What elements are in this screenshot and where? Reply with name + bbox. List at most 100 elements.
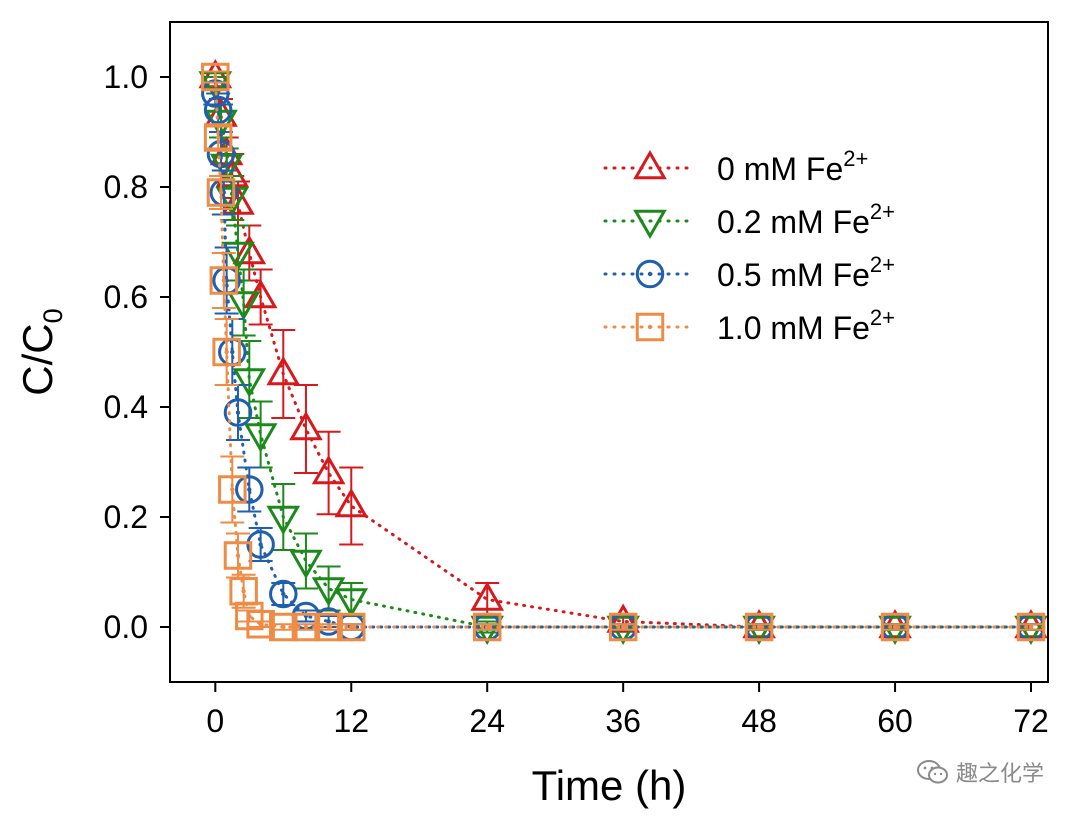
data-point (235, 475, 264, 504)
y-tick-label: 0.2 (104, 499, 148, 535)
legend-label-superscript: 2+ (870, 252, 895, 277)
data-point (291, 612, 321, 642)
data-point-marker (266, 355, 301, 386)
data-point-marker (235, 475, 264, 504)
data-point-marker (201, 62, 230, 92)
data-point (232, 368, 267, 398)
data-point-marker (289, 410, 323, 441)
data-point-center (258, 542, 263, 547)
data-point (334, 588, 369, 618)
data-point-center (218, 151, 224, 157)
legend-item: 0.5 mM Fe2+ (603, 252, 895, 293)
data-point (472, 612, 502, 642)
data-point-marker (206, 178, 236, 207)
data-point-center (281, 624, 286, 630)
x-axis: 0 12 24 36 48 60 72 (206, 682, 1049, 739)
legend-label-text: 0.2 mM Fe (717, 204, 870, 240)
legend-label: 0.2 mM Fe2+ (717, 199, 895, 240)
watermark-text: 趣之化学 (955, 762, 1044, 787)
legend-label-superscript: 2+ (870, 305, 895, 330)
series-triangle-up (198, 58, 1048, 639)
data-point (289, 410, 323, 441)
legend-item: 1.0 mM Fe2+ (603, 305, 895, 346)
error-bar (293, 532, 318, 590)
data-point (206, 178, 236, 207)
data-point-marker (232, 234, 267, 265)
data-point-center (230, 487, 235, 492)
data-point (311, 577, 346, 607)
x-tick-label: 12 (333, 703, 369, 739)
data-point-marker (635, 312, 665, 342)
data-point-marker (314, 612, 343, 642)
data-point-marker (243, 423, 278, 453)
data-point-center (213, 74, 218, 80)
legend-marker (635, 259, 665, 289)
data-point-marker (311, 454, 346, 485)
x-tick-label: 60 (877, 703, 913, 739)
data-point-center (620, 624, 626, 630)
x-axis-label: Time (h) (532, 762, 687, 809)
data-point (289, 549, 323, 580)
data-point (221, 241, 255, 272)
data-point-center (230, 349, 235, 355)
y-axis-label: C/C0 (14, 308, 68, 395)
data-point (243, 423, 278, 453)
data-point (606, 603, 641, 633)
data-point (337, 612, 366, 642)
data-point-marker (269, 579, 298, 609)
data-point-center (241, 589, 246, 594)
legend-label: 0.5 mM Fe2+ (717, 252, 895, 293)
data-point-center (647, 324, 653, 330)
data-point-marker (203, 95, 233, 125)
data-point (608, 612, 638, 642)
wechat-icon (916, 760, 948, 784)
data-point-marker (221, 241, 255, 272)
data-point-marker (470, 581, 505, 611)
data-point (218, 475, 247, 504)
series-circle (201, 79, 1046, 642)
x-tick-label: 24 (469, 703, 505, 739)
data-point-center (326, 624, 331, 630)
data-point-marker (218, 475, 247, 504)
data-point (334, 487, 369, 518)
x-tick-label: 72 (1013, 703, 1049, 739)
data-point (314, 612, 343, 642)
data-point-marker (246, 530, 275, 559)
data-point (880, 612, 910, 642)
data-point (212, 337, 241, 367)
data-point-marker (243, 278, 278, 309)
error-bar (293, 384, 318, 474)
data-point (246, 530, 275, 559)
data-point-center (281, 591, 286, 597)
plot-frame (169, 21, 1049, 683)
data-point-center (647, 271, 653, 277)
data-point (201, 62, 230, 92)
data-point-marker (266, 505, 301, 536)
watermark: 趣之化学 (916, 756, 1044, 788)
legend-marker (633, 149, 667, 180)
data-point-marker (209, 266, 239, 295)
data-point-marker (206, 139, 236, 169)
data-point (223, 398, 253, 427)
data-point-center (218, 190, 224, 195)
data-point-marker (232, 368, 267, 398)
data-point (243, 278, 278, 309)
data-point-marker (744, 612, 774, 642)
data-point-center (224, 349, 229, 355)
data-point-marker (212, 337, 241, 367)
data-point-center (326, 619, 331, 624)
data-point-center (892, 624, 898, 630)
data-point-marker (633, 209, 667, 240)
series-line (213, 81, 1033, 629)
data-point-center (485, 624, 490, 630)
data-point-marker (334, 588, 369, 618)
data-point (266, 355, 301, 386)
y-tick-label: 0.0 (104, 609, 148, 645)
data-point-center (349, 624, 354, 630)
data-point-marker (289, 549, 323, 580)
error-bar (271, 329, 296, 419)
legend-label: 1.0 mM Fe2+ (717, 305, 895, 346)
x-tick-label: 36 (605, 703, 641, 739)
data-point-marker (223, 398, 253, 427)
